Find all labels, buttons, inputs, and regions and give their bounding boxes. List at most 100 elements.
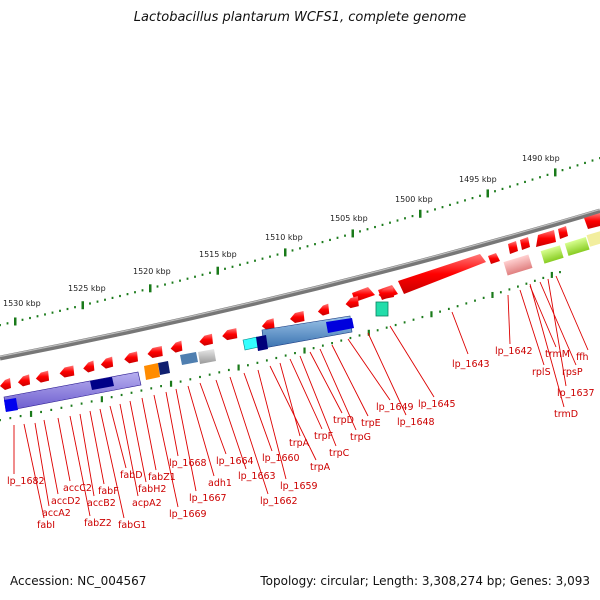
leader-line — [309, 351, 343, 414]
leader-line — [34, 422, 50, 507]
gene-label: lp_1637 — [557, 388, 595, 399]
scale-dot — [6, 322, 9, 325]
scale-dot — [546, 173, 549, 176]
inner-dot — [199, 375, 201, 379]
scale-dot — [329, 238, 331, 242]
inner-dot — [394, 323, 397, 327]
leader-line — [69, 415, 91, 517]
leader-line — [451, 311, 469, 355]
inner-dot — [559, 271, 561, 274]
scale-dot — [344, 234, 346, 237]
inner-dot — [80, 402, 83, 405]
inner-dot — [9, 416, 12, 420]
accession-text: Accession: NC_004567 — [10, 574, 147, 588]
gene-arrow-reverse — [170, 340, 183, 353]
gene-label: trpA — [289, 438, 310, 449]
inner-dot — [40, 410, 42, 414]
inner-dot — [227, 368, 230, 372]
reverse-strand-genes — [0, 287, 394, 390]
leader-line — [547, 278, 567, 387]
inner-dot — [160, 385, 162, 388]
gene-label: fabZ1 — [148, 472, 176, 483]
inner-dot — [533, 279, 536, 282]
scale-dot — [201, 273, 204, 276]
inner-major-tick — [29, 410, 33, 417]
topology-text: Topology: circular; Length: 3,308,274 bp… — [260, 574, 590, 588]
leader-line — [367, 332, 407, 416]
inner-dot — [447, 307, 450, 311]
leader-line — [269, 365, 317, 461]
gene-label: lp_1682 — [7, 476, 45, 487]
inner-dot — [120, 393, 123, 397]
scale-dot — [374, 225, 376, 229]
gene-label: fabI — [37, 520, 55, 531]
gene-label: lp_1663 — [238, 471, 276, 482]
scale-major-tick — [486, 189, 489, 198]
inner-dot — [439, 310, 441, 313]
scale-label: 1510 kbp — [265, 233, 303, 242]
scale-dot — [44, 313, 46, 316]
leader-line — [519, 289, 545, 366]
scale-dot — [119, 294, 121, 298]
genome-title: Lactobacillus plantarum WCFS1, complete … — [133, 10, 467, 25]
gene-label: lp_1659 — [280, 481, 318, 492]
inner-dot — [508, 288, 511, 291]
inner-dot — [403, 321, 406, 324]
gene-arrow-reverse — [124, 351, 139, 364]
leader-line — [279, 362, 301, 437]
gene-label: lp_1648 — [397, 417, 435, 428]
scale-major-tick — [554, 168, 557, 177]
scale-dot — [231, 265, 234, 268]
gene-rpls-pink — [503, 254, 533, 276]
inner-dot — [110, 396, 113, 399]
scale-label: 1525 kbp — [68, 284, 106, 293]
gene-arrow-reverse — [35, 370, 50, 383]
leader-line — [141, 397, 157, 471]
scale-dot — [89, 302, 91, 305]
scale-dot — [524, 180, 526, 184]
leader-line — [529, 283, 565, 408]
gene-arrow-reverse — [17, 374, 31, 387]
leader-line — [331, 344, 369, 417]
leader-line — [79, 413, 95, 497]
gene-arrow-reverse — [261, 318, 275, 331]
genome-backbone-highlight — [0, 208, 600, 358]
scale-dot — [404, 217, 406, 220]
inner-dot — [340, 339, 343, 342]
genome-backbone — [0, 208, 600, 361]
scale-dot — [359, 230, 361, 233]
gene-label: trpF — [314, 431, 333, 442]
scale-label: 1515 kbp — [199, 250, 237, 259]
inner-dot-track — [0, 271, 561, 422]
leader-line — [23, 423, 45, 519]
scale-dot — [74, 306, 76, 309]
inner-dot — [358, 334, 361, 337]
leader-line — [299, 355, 337, 447]
gene-label: adh1 — [208, 478, 232, 489]
inner-major-tick — [100, 396, 103, 403]
scale-dot — [51, 311, 54, 314]
leader-line — [243, 372, 273, 452]
inner-dot — [90, 400, 93, 403]
leader-line — [187, 385, 215, 477]
steel-block — [180, 352, 198, 365]
leader-line — [347, 338, 391, 401]
scale-dot — [389, 221, 391, 224]
scale-dot — [441, 206, 444, 209]
scale-dot — [96, 300, 99, 303]
scale-dot — [29, 316, 31, 320]
inner-dot — [19, 414, 22, 418]
inner-dot — [60, 406, 63, 409]
scale-dot — [209, 271, 211, 274]
gene-label: acpA2 — [132, 498, 162, 509]
inner-dot — [321, 344, 324, 347]
scale-dot — [239, 263, 241, 266]
gene-label: lp_1643 — [452, 359, 490, 370]
inner-major-tick — [430, 311, 433, 318]
scale-dot — [314, 243, 316, 246]
gene-label: accC2 — [63, 483, 92, 494]
inner-dot — [189, 378, 192, 381]
gene-arrow — [584, 213, 600, 229]
gene-label: ffh — [576, 352, 589, 363]
